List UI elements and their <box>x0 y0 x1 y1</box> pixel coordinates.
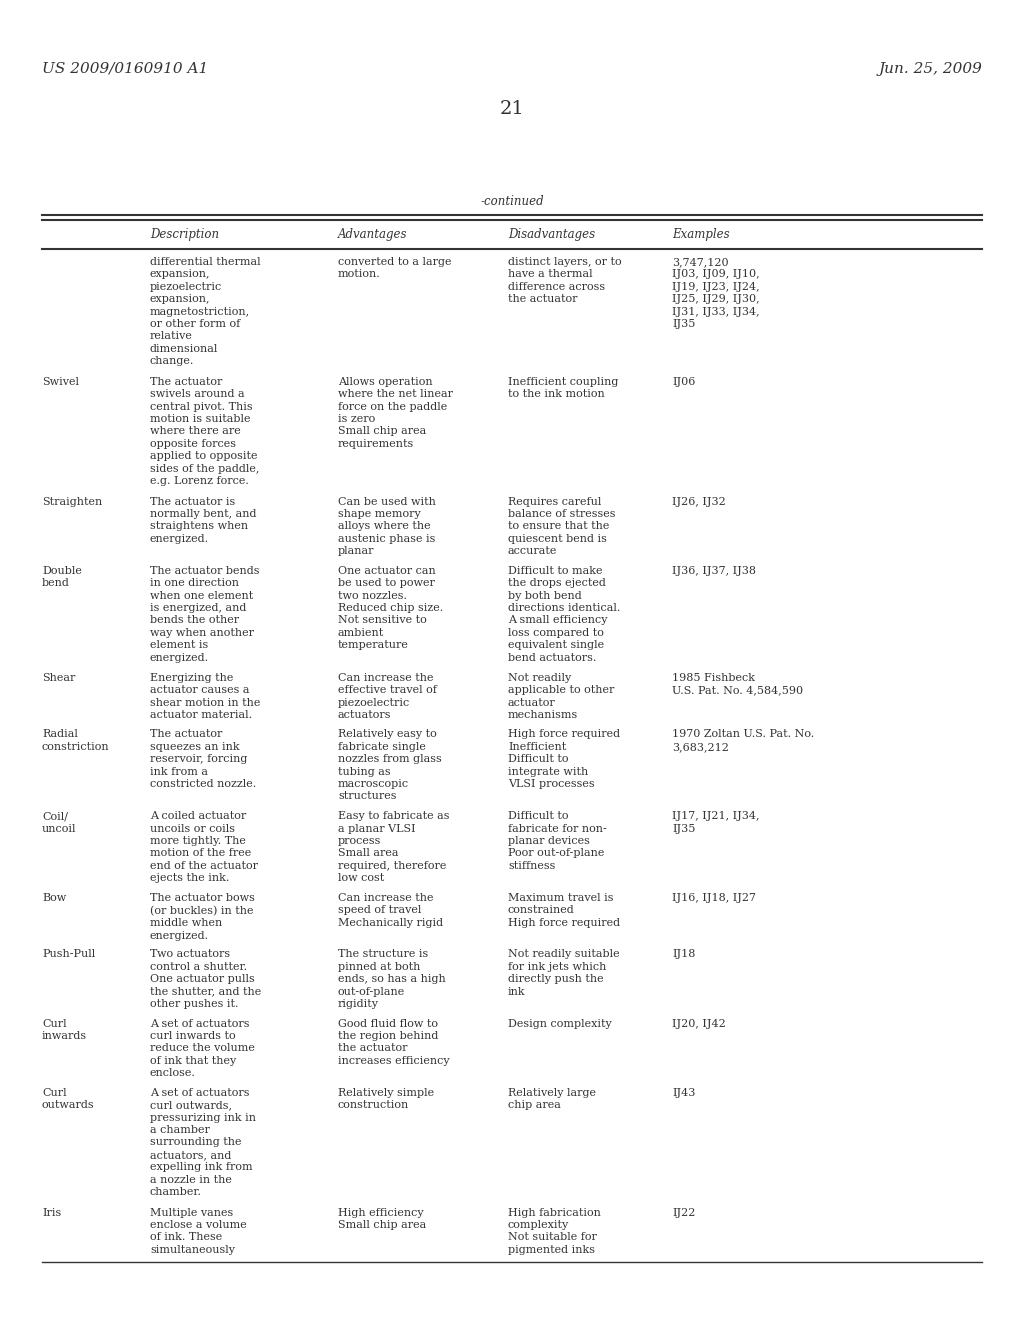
Text: Design complexity: Design complexity <box>508 1019 611 1028</box>
Text: Relatively large
chip area: Relatively large chip area <box>508 1088 596 1110</box>
Text: IJ22: IJ22 <box>672 1208 695 1217</box>
Text: Can increase the
effective travel of
piezoelectric
actuators: Can increase the effective travel of pie… <box>338 673 437 719</box>
Text: IJ36, IJ37, IJ38: IJ36, IJ37, IJ38 <box>672 566 756 576</box>
Text: 1985 Fishbeck
U.S. Pat. No. 4,584,590: 1985 Fishbeck U.S. Pat. No. 4,584,590 <box>672 673 803 696</box>
Text: 3,747,120
IJ03, IJ09, IJ10,
IJ19, IJ23, IJ24,
IJ25, IJ29, IJ30,
IJ31, IJ33, IJ34: 3,747,120 IJ03, IJ09, IJ10, IJ19, IJ23, … <box>672 257 760 329</box>
Text: Disadvantages: Disadvantages <box>508 228 595 242</box>
Text: A set of actuators
curl outwards,
pressurizing ink in
a chamber
surrounding the
: A set of actuators curl outwards, pressu… <box>150 1088 256 1197</box>
Text: IJ20, IJ42: IJ20, IJ42 <box>672 1019 726 1028</box>
Text: Coil/
uncoil: Coil/ uncoil <box>42 812 77 833</box>
Text: Two actuators
control a shutter.
One actuator pulls
the shutter, and the
other p: Two actuators control a shutter. One act… <box>150 949 261 1008</box>
Text: Advantages: Advantages <box>338 228 408 242</box>
Text: Curl
outwards: Curl outwards <box>42 1088 94 1110</box>
Text: A set of actuators
curl inwards to
reduce the volume
of ink that they
enclose.: A set of actuators curl inwards to reduc… <box>150 1019 255 1078</box>
Text: Relatively easy to
fabricate single
nozzles from glass
tubing as
macroscopic
str: Relatively easy to fabricate single nozz… <box>338 730 441 801</box>
Text: US 2009/0160910 A1: US 2009/0160910 A1 <box>42 62 208 77</box>
Text: Energizing the
actuator causes a
shear motion in the
actuator material.: Energizing the actuator causes a shear m… <box>150 673 260 719</box>
Text: Maximum travel is
constrained
High force required: Maximum travel is constrained High force… <box>508 892 621 928</box>
Text: Inefficient coupling
to the ink motion: Inefficient coupling to the ink motion <box>508 376 618 399</box>
Text: distinct layers, or to
have a thermal
difference across
the actuator: distinct layers, or to have a thermal di… <box>508 257 622 304</box>
Text: IJ17, IJ21, IJ34,
IJ35: IJ17, IJ21, IJ34, IJ35 <box>672 812 760 833</box>
Text: Straighten: Straighten <box>42 496 102 507</box>
Text: Jun. 25, 2009: Jun. 25, 2009 <box>879 62 982 77</box>
Text: Radial
constriction: Radial constriction <box>42 730 110 751</box>
Text: Requires careful
balance of stresses
to ensure that the
quiescent bend is
accura: Requires careful balance of stresses to … <box>508 496 615 556</box>
Text: differential thermal
expansion,
piezoelectric
expansion,
magnetostriction,
or ot: differential thermal expansion, piezoele… <box>150 257 261 366</box>
Text: IJ18: IJ18 <box>672 949 695 960</box>
Text: Double
bend: Double bend <box>42 566 82 589</box>
Text: Shear: Shear <box>42 673 76 682</box>
Text: Allows operation
where the net linear
force on the paddle
is zero
Small chip are: Allows operation where the net linear fo… <box>338 376 453 449</box>
Text: IJ43: IJ43 <box>672 1088 695 1098</box>
Text: 1970 Zoltan U.S. Pat. No.
3,683,212: 1970 Zoltan U.S. Pat. No. 3,683,212 <box>672 730 814 751</box>
Text: Description: Description <box>150 228 219 242</box>
Text: converted to a large
motion.: converted to a large motion. <box>338 257 452 280</box>
Text: Examples: Examples <box>672 228 730 242</box>
Text: Iris: Iris <box>42 1208 61 1217</box>
Text: The structure is
pinned at both
ends, so has a high
out-of-plane
rigidity: The structure is pinned at both ends, so… <box>338 949 445 1008</box>
Text: IJ16, IJ18, IJ27: IJ16, IJ18, IJ27 <box>672 892 756 903</box>
Text: High fabrication
complexity
Not suitable for
pigmented inks: High fabrication complexity Not suitable… <box>508 1208 601 1255</box>
Text: Swivel: Swivel <box>42 376 79 387</box>
Text: IJ26, IJ32: IJ26, IJ32 <box>672 496 726 507</box>
Text: High force required
Inefficient
Difficult to
integrate with
VLSI processes: High force required Inefficient Difficul… <box>508 730 621 789</box>
Text: Can increase the
speed of travel
Mechanically rigid: Can increase the speed of travel Mechani… <box>338 892 443 928</box>
Text: The actuator is
normally bent, and
straightens when
energized.: The actuator is normally bent, and strai… <box>150 496 256 544</box>
Text: 21: 21 <box>500 100 524 117</box>
Text: The actuator bends
in one direction
when one element
is energized, and
bends the: The actuator bends in one direction when… <box>150 566 259 663</box>
Text: Not readily
applicable to other
actuator
mechanisms: Not readily applicable to other actuator… <box>508 673 614 719</box>
Text: Easy to fabricate as
a planar VLSI
process
Small area
required, therefore
low co: Easy to fabricate as a planar VLSI proce… <box>338 812 450 883</box>
Text: -continued: -continued <box>480 195 544 209</box>
Text: High efficiency
Small chip area: High efficiency Small chip area <box>338 1208 426 1230</box>
Text: One actuator can
be used to power
two nozzles.
Reduced chip size.
Not sensitive : One actuator can be used to power two no… <box>338 566 443 651</box>
Text: Relatively simple
construction: Relatively simple construction <box>338 1088 434 1110</box>
Text: IJ06: IJ06 <box>672 376 695 387</box>
Text: Push-Pull: Push-Pull <box>42 949 95 960</box>
Text: The actuator
swivels around a
central pivot. This
motion is suitable
where there: The actuator swivels around a central pi… <box>150 376 259 486</box>
Text: The actuator
squeezes an ink
reservoir, forcing
ink from a
constricted nozzle.: The actuator squeezes an ink reservoir, … <box>150 730 256 789</box>
Text: Difficult to
fabricate for non-
planar devices
Poor out-of-plane
stiffness: Difficult to fabricate for non- planar d… <box>508 812 607 871</box>
Text: Can be used with
shape memory
alloys where the
austenic phase is
planar: Can be used with shape memory alloys whe… <box>338 496 436 556</box>
Text: A coiled actuator
uncoils or coils
more tightly. The
motion of the free
end of t: A coiled actuator uncoils or coils more … <box>150 812 258 883</box>
Text: Not readily suitable
for ink jets which
directly push the
ink: Not readily suitable for ink jets which … <box>508 949 620 997</box>
Text: Multiple vanes
enclose a volume
of ink. These
simultaneously: Multiple vanes enclose a volume of ink. … <box>150 1208 247 1255</box>
Text: Good fluid flow to
the region behind
the actuator
increases efficiency: Good fluid flow to the region behind the… <box>338 1019 450 1065</box>
Text: The actuator bows
(or buckles) in the
middle when
energized.: The actuator bows (or buckles) in the mi… <box>150 892 255 941</box>
Text: Difficult to make
the drops ejected
by both bend
directions identical.
A small e: Difficult to make the drops ejected by b… <box>508 566 621 663</box>
Text: Bow: Bow <box>42 892 67 903</box>
Text: Curl
inwards: Curl inwards <box>42 1019 87 1041</box>
